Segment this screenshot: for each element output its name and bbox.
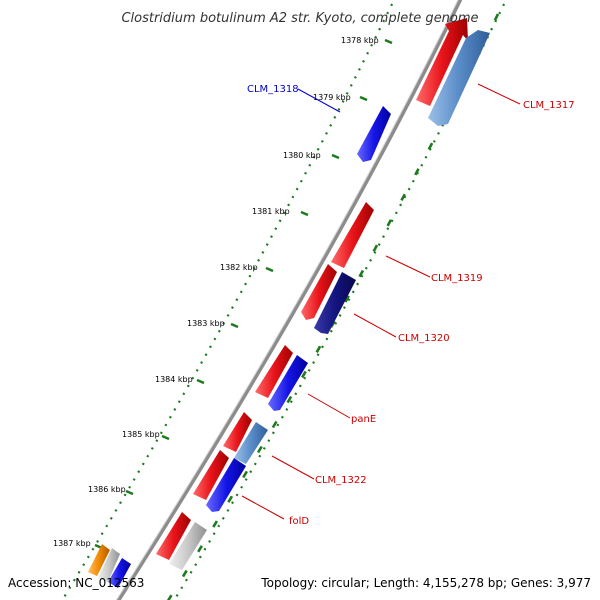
gene-arrow-d[interactable]: [88, 544, 110, 576]
tick-mark: [161, 434, 170, 441]
leader-lines: [241, 83, 521, 520]
tick-mark: [331, 153, 340, 160]
summary-text: Topology: circular; Length: 4,155,278 bp…: [260, 576, 591, 590]
gene-arrow-clm-1318[interactable]: [357, 106, 391, 162]
gene-label-clm-1318[interactable]: CLM_1318: [247, 84, 299, 95]
tick-mark: [265, 266, 274, 273]
leader-line: [271, 455, 315, 480]
genome-backbone-highlight: [115, 0, 459, 600]
gene-arrow-c[interactable]: [169, 522, 207, 570]
gene-arrow-fold-1[interactable]: [193, 450, 229, 500]
kbp-label: 1383 kbp: [187, 319, 225, 328]
gene-arrow-clm-1319[interactable]: [331, 202, 374, 268]
tick-mark: [359, 95, 368, 102]
tick-mark: [230, 322, 239, 329]
leader-line: [385, 255, 431, 278]
kbp-label: 1378 kbp: [341, 36, 379, 45]
leader-line: [477, 83, 521, 105]
gene-arrow-pane-1[interactable]: [255, 345, 293, 398]
tick-mark: [196, 378, 205, 385]
kbp-label: 1386 kbp: [88, 485, 126, 494]
leader-line: [297, 88, 341, 113]
leader-line: [307, 393, 351, 419]
map-title: Clostridium botulinum A2 str. Kyoto, com…: [121, 11, 478, 26]
leader-line: [241, 495, 285, 520]
gene-arrow-e[interactable]: [98, 548, 120, 582]
accession-text: Accession: NC_012563: [8, 576, 144, 590]
gene-arrow-pane[interactable]: [268, 355, 308, 411]
kbp-label: 1380 kbp: [283, 151, 321, 160]
gene-arrow-clm-1317[interactable]: [416, 18, 468, 106]
kbp-label: 1384 kbp: [155, 375, 193, 384]
gene-labels: CLM_1317 CLM_1318 CLM_1319 CLM_1320 panE…: [247, 84, 575, 527]
kbp-label: 1382 kbp: [220, 263, 258, 272]
gene-features: [88, 18, 490, 588]
gene-label-clm-1319[interactable]: CLM_1319: [431, 273, 483, 284]
tick-mark: [300, 210, 309, 217]
tick-mark: [125, 489, 134, 496]
gene-label-clm-1320[interactable]: CLM_1320: [398, 333, 450, 344]
inner-tick-track: [173, 0, 508, 600]
gene-arrow-clm-1322-rev[interactable]: [234, 422, 268, 464]
gene-arrow-clm-1322[interactable]: [223, 412, 252, 452]
gene-label-pane[interactable]: panE: [351, 414, 376, 425]
genome-backbone: [116, 0, 463, 600]
gene-label-clm-1317[interactable]: CLM_1317: [523, 100, 575, 111]
gene-arrow-f[interactable]: [108, 558, 131, 588]
kbp-label: 1387 kbp: [53, 539, 91, 548]
gene-arrow-clm-1317-rev[interactable]: [428, 30, 490, 126]
gene-label-fold[interactable]: folD: [289, 516, 309, 527]
kbp-label: 1381 kbp: [252, 207, 290, 216]
gene-arrow-b[interactable]: [156, 512, 191, 560]
gene-arrow-a[interactable]: [301, 264, 337, 320]
gene-label-clm-1322[interactable]: CLM_1322: [315, 475, 367, 486]
tick-mark: [384, 38, 393, 45]
kbp-label: 1379 kbp: [313, 93, 351, 102]
outer-tick-track: [61, 0, 396, 600]
gene-arrow-clm-1320[interactable]: [314, 272, 356, 334]
kbp-label: 1385 kbp: [122, 430, 160, 439]
kbp-labels: 1378 kbp 1379 kbp 1380 kbp 1381 kbp 1382…: [53, 36, 379, 548]
gene-arrow-fold[interactable]: [206, 458, 246, 512]
leader-line: [353, 313, 397, 338]
